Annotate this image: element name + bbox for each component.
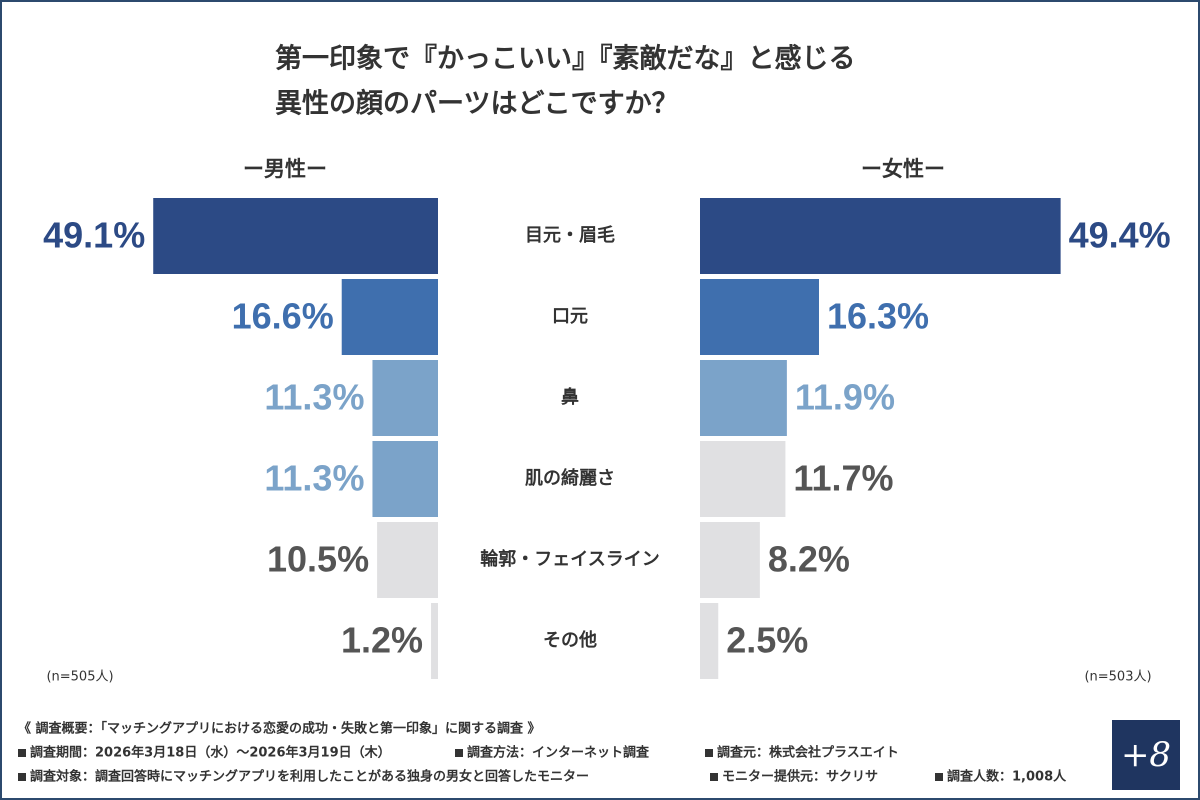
bullet xyxy=(18,773,26,781)
bullet xyxy=(705,749,713,757)
value-label: 16.6% xyxy=(232,296,334,337)
bar xyxy=(700,522,760,598)
category-label: 目元・眉毛 xyxy=(525,224,615,246)
value-label: 11.3% xyxy=(264,377,364,418)
sample-note: (n=505人) xyxy=(46,670,113,685)
bar xyxy=(700,279,819,355)
value-label: 49.4% xyxy=(1069,215,1171,256)
bar xyxy=(700,360,787,436)
bar xyxy=(341,279,438,355)
sample-note: (n=503人) xyxy=(1084,670,1151,685)
category-label: 肌の綺麗さ xyxy=(525,467,615,489)
bar xyxy=(377,522,438,598)
category-label: その他 xyxy=(543,629,597,651)
bar xyxy=(700,603,719,679)
bar xyxy=(700,441,786,517)
category-label: 口元 xyxy=(552,306,588,327)
bullet xyxy=(710,773,718,781)
value-label: 8.2% xyxy=(768,539,850,580)
category-label: 鼻 xyxy=(561,386,579,408)
chart-title: 異性の顔のパーツはどこですか？ xyxy=(275,89,679,120)
legend-label: ー男性ー xyxy=(243,157,327,181)
footer-item: モニター提供元：サクリサ xyxy=(722,769,878,785)
footer-item: 調査方法：インターネット調査 xyxy=(467,745,650,761)
legend-label: ー女性ー xyxy=(861,157,945,181)
value-label: 49.1% xyxy=(43,215,145,256)
bullet xyxy=(935,773,943,781)
bar xyxy=(431,603,438,679)
logo-box xyxy=(1112,720,1180,790)
footer-heading: 《 調査概要：「マッチングアプリにおける恋愛の成功・失敗と第一印象」に関する調査… xyxy=(18,721,541,737)
category-label: 輪郭・フェイスライン xyxy=(480,548,659,570)
value-label: 11.9% xyxy=(795,377,895,418)
bar xyxy=(372,360,438,436)
bullet xyxy=(18,749,26,757)
value-label: 2.5% xyxy=(726,620,808,661)
footer-item: 調査期間：2026年3月18日（水）〜2026年3月19日（木） xyxy=(30,745,391,761)
footer-item: 調査元：株式会社プラスエイト xyxy=(717,745,899,761)
bar xyxy=(700,198,1061,274)
footer-item: 調査人数：1,008人 xyxy=(947,769,1067,785)
bullet xyxy=(455,749,463,757)
footer-item: 調査対象：調査回答時にマッチングアプリを利用したことがある独身の男女と回答したモ… xyxy=(30,769,589,785)
value-label: 1.2% xyxy=(341,620,423,661)
value-label: 11.3% xyxy=(264,458,364,499)
bar xyxy=(153,198,438,274)
chart-title: 第一印象で『かっこいい』『素敵だな』と感じる xyxy=(275,43,856,75)
value-label: 11.7% xyxy=(793,458,893,499)
bar xyxy=(372,441,438,517)
logo: +8 xyxy=(1121,735,1171,775)
value-label: 16.3% xyxy=(827,296,929,337)
value-label: 10.5% xyxy=(267,539,369,580)
